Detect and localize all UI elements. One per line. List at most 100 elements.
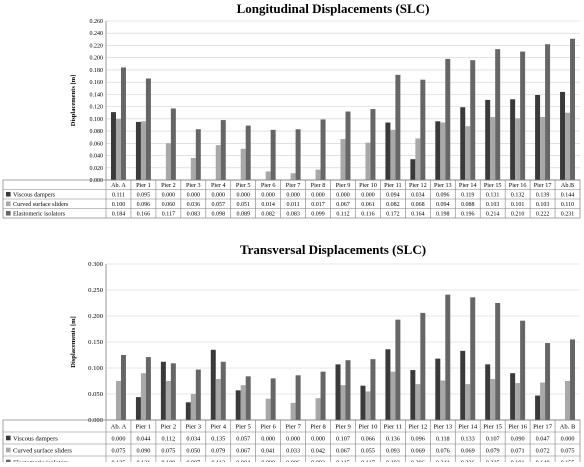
x-tick-label: Pier 3 — [186, 182, 201, 189]
legend-swatch — [6, 191, 11, 197]
data-label: 0.116 — [361, 211, 374, 217]
bar — [465, 384, 471, 420]
bar — [290, 402, 296, 420]
bar — [190, 394, 196, 420]
chart-title: Transversal Displacements (SLC) — [240, 242, 426, 257]
x-tick-label: Pier 9 — [336, 182, 351, 189]
bar — [195, 129, 201, 180]
bar — [265, 171, 271, 180]
data-label: 0.112 — [162, 436, 176, 443]
data-label: 0.090 — [136, 448, 150, 455]
y-axis-label: Displacements [m] — [70, 75, 77, 126]
data-label: 0.094 — [386, 192, 400, 198]
bar — [270, 378, 276, 420]
y-tick-label: 0.260 — [90, 19, 104, 25]
y-tick-label: 0.000 — [90, 178, 104, 184]
data-label: 0.096 — [411, 436, 425, 443]
data-label: 0.000 — [361, 192, 375, 198]
bar — [135, 121, 141, 180]
x-tick-label: Pier 17 — [533, 424, 553, 431]
bar — [135, 397, 141, 420]
bar — [515, 118, 521, 180]
x-tick-label: Pier 15 — [483, 424, 503, 431]
bar — [210, 349, 216, 420]
legend-swatch — [6, 447, 11, 453]
data-label: 0.075 — [561, 448, 575, 455]
bar — [245, 376, 251, 420]
bar — [465, 126, 471, 180]
bar — [395, 74, 401, 180]
data-label: 0.103 — [486, 202, 500, 208]
bar — [315, 398, 321, 420]
bar — [290, 173, 296, 180]
bar — [570, 339, 576, 420]
x-tick-label: Pier 15 — [484, 182, 502, 189]
bar — [410, 159, 416, 180]
data-label: 0.117 — [162, 211, 175, 217]
bar — [510, 373, 516, 420]
x-tick-label: Pier 2 — [161, 182, 176, 189]
x-tick-label: Pier 3 — [186, 424, 202, 431]
data-label: 0.079 — [211, 448, 225, 455]
chart-2: Transversal Displacements (SLC) 0.000 0.05… — [2, 242, 581, 467]
bar — [235, 390, 241, 420]
data-label: 0.164 — [411, 211, 425, 217]
data-label: 0.061 — [361, 202, 375, 208]
y-tick-label: 0.060 — [90, 141, 104, 147]
data-label: 0.090 — [511, 436, 525, 443]
bar — [115, 118, 121, 180]
y-tick-label: 0.300 — [88, 261, 104, 268]
data-label: 0.099 — [311, 211, 325, 217]
bar — [490, 117, 496, 180]
data-label: 0.132 — [511, 192, 525, 198]
x-tick-label: Pier 10 — [359, 424, 379, 431]
y-tick-label: 0.180 — [90, 68, 104, 74]
bar — [545, 44, 551, 180]
data-label: 0.057 — [236, 436, 250, 443]
bar — [535, 94, 541, 180]
data-label: 0.042 — [311, 448, 325, 455]
data-label: 0.075 — [112, 448, 126, 455]
bar — [195, 369, 201, 420]
x-tick-label: Pier 6 — [260, 424, 276, 431]
chart-title: Longitudinal Displacements (SLC) — [237, 1, 430, 16]
data-label: 0.076 — [436, 448, 450, 455]
data-label: 0.044 — [136, 436, 150, 443]
data-label: 0.072 — [536, 448, 550, 455]
data-label: 0.083 — [187, 211, 201, 217]
y-tick-label: 0.200 — [88, 313, 104, 320]
bar — [520, 320, 526, 420]
bar — [540, 117, 546, 180]
data-label: 0.095 — [137, 192, 151, 198]
data-label: 0.034 — [186, 436, 200, 443]
x-tick-label: Pier 11 — [384, 424, 403, 431]
y-tick-label: 0.250 — [88, 287, 104, 294]
bar — [435, 121, 441, 180]
data-label: 0.184 — [112, 211, 126, 217]
data-label: 0.093 — [386, 448, 400, 455]
x-tick-label: Pier 12 — [408, 424, 427, 431]
bar — [320, 371, 326, 420]
data-label: 0.036 — [187, 202, 201, 208]
data-label: 0.050 — [186, 448, 200, 455]
x-tick-label: Pier 8 — [311, 182, 326, 189]
bar — [390, 129, 396, 180]
bar — [170, 363, 176, 420]
data-label: 0.107 — [336, 436, 350, 443]
data-label: 0.033 — [286, 448, 300, 455]
bar — [520, 51, 526, 181]
bar — [515, 383, 521, 420]
x-tick-label: Pier 2 — [161, 424, 177, 431]
y-tick-label: 0.160 — [90, 80, 104, 86]
data-label: 0.067 — [236, 448, 250, 455]
bar — [440, 122, 446, 180]
bar — [120, 355, 126, 420]
data-label: 0.075 — [161, 448, 175, 455]
data-label: 0.089 — [236, 211, 250, 217]
x-tick-label: Pier 10 — [359, 182, 377, 189]
data-label: 0.131 — [486, 192, 500, 198]
bar — [510, 99, 516, 180]
data-label: 0.057 — [212, 202, 226, 208]
data-label: 0.196 — [461, 211, 475, 217]
bar — [545, 343, 551, 420]
